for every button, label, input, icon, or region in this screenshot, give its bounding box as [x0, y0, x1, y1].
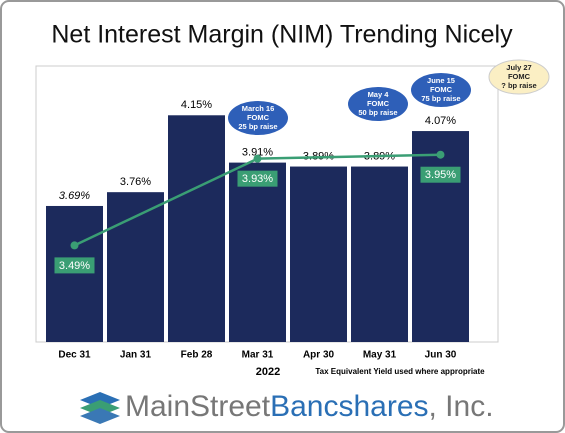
note: Tax Equivalent Yield used where appropri…	[315, 367, 485, 376]
x-tick-label: Mar 31	[242, 350, 274, 361]
data-label: 3.69%	[59, 190, 90, 202]
line-point	[70, 241, 79, 250]
annotation-text: FOMC	[508, 72, 531, 81]
annotation-text: 75 bp raise	[421, 94, 460, 103]
logo-part: , Inc.	[429, 390, 494, 423]
annotation-bubble	[488, 59, 550, 95]
x-tick-label: May 31	[363, 350, 397, 361]
x-tick-label: Feb 28	[181, 350, 213, 361]
x-tick-label: Jan 31	[120, 350, 152, 361]
annotation-text: FOMC	[247, 113, 270, 122]
chart-title: Net Interest Margin (NIM) Trending Nicel…	[51, 21, 513, 49]
bar	[46, 205, 103, 342]
year-label: 2022	[256, 366, 280, 378]
bar	[229, 162, 286, 342]
bar	[107, 192, 164, 342]
bar	[412, 131, 469, 342]
annotation-text: June 15	[427, 76, 455, 85]
annotation-text: FOMC	[430, 85, 453, 94]
bar	[351, 166, 408, 342]
label-box	[54, 257, 95, 274]
data-label: 3.76%	[120, 176, 151, 188]
line-point	[253, 154, 262, 163]
label-box	[420, 166, 461, 183]
logo-part: Bancshares	[270, 390, 428, 423]
annotation-text: May 4	[368, 90, 390, 99]
data-label: 3.49%	[59, 260, 90, 272]
data-label: 3.91%	[242, 147, 273, 159]
data-label: 3.95%	[425, 169, 456, 181]
annotation-text: 25 bp raise	[238, 122, 277, 131]
annotation-text: FOMC	[367, 99, 390, 108]
annotation-text: 50 bp raise	[358, 108, 397, 117]
logo-icon	[80, 392, 120, 424]
annotation-text: March 16	[242, 104, 275, 113]
x-tick-label: Jun 30	[425, 350, 457, 361]
logo-text: MainStreetBancshares, Inc.	[125, 390, 494, 423]
data-label: 3.93%	[242, 173, 273, 185]
x-tick-label: Dec 31	[58, 350, 91, 361]
data-label: 4.15%	[181, 99, 212, 111]
annotation-bubble	[348, 87, 408, 121]
logo-part: MainStreet	[125, 390, 271, 423]
annotation-bubble	[411, 73, 471, 107]
bar	[290, 166, 347, 342]
x-tick-label: Apr 30	[303, 350, 335, 361]
annotation-text: July 27	[506, 63, 531, 72]
annotation-text: ? bp raise	[501, 81, 536, 90]
bar	[168, 115, 225, 343]
label-box	[237, 170, 278, 187]
data-label: 4.07%	[425, 115, 456, 127]
line-point	[436, 150, 445, 159]
annotation-bubble	[228, 101, 288, 135]
